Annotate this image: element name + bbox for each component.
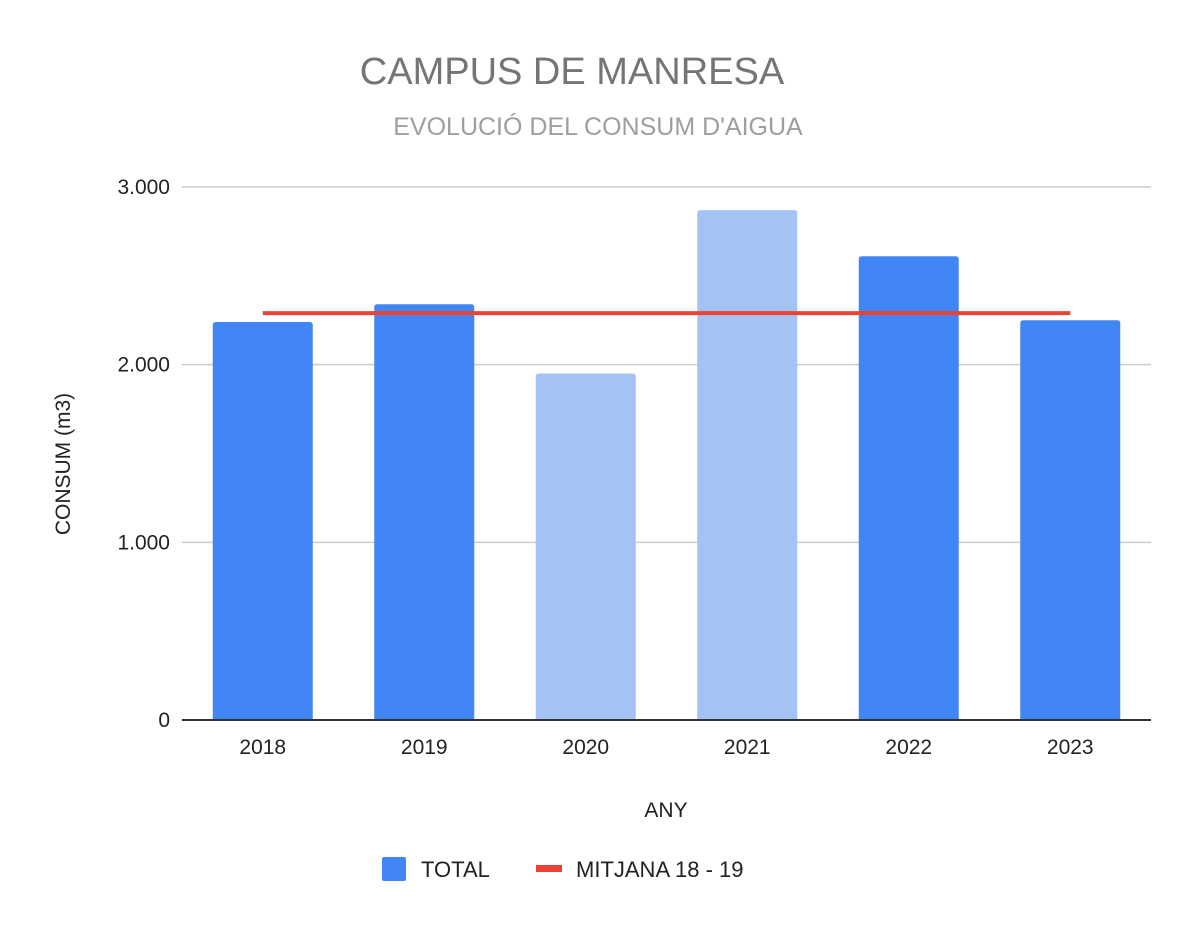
bar-2023 [1020, 320, 1121, 720]
y-axis-label: CONSUM (m3) [52, 393, 75, 535]
legend-mitjana-swatch [536, 865, 562, 872]
bar-2022 [858, 256, 959, 720]
x-tick-label: 2019 [401, 736, 448, 759]
y-tick-label: 0 [158, 709, 170, 732]
chart-title: CAMPUS DE MANRESA [360, 51, 785, 93]
bar-2020 [535, 373, 636, 720]
bar-2021 [697, 210, 798, 720]
bar-layer [212, 210, 1121, 720]
chart-subtitle: EVOLUCIÓ DEL CONSUM D'AIGUA [393, 112, 803, 141]
x-tick-label: 2020 [562, 736, 609, 759]
legend-mitjana-label: MITJANA 18 - 19 [576, 857, 744, 882]
x-tick-label: 2023 [1047, 736, 1094, 759]
x-tick-label: 2018 [239, 736, 286, 759]
x-axis-label: ANY [644, 799, 687, 822]
y-tick-label: 2.000 [117, 354, 170, 377]
y-tick-label: 3.000 [117, 176, 170, 199]
bar-2018 [212, 322, 313, 720]
axis-layer: 0 1.000 2.000 3.000 2018 2019 2020 2021 2022 2023 [117, 176, 1151, 759]
grid-layer [182, 186, 1151, 544]
x-tick-label: 2022 [885, 736, 932, 759]
legend: TOTAL MITJANA 18 - 19 [382, 857, 744, 882]
bar-2019 [374, 304, 475, 720]
legend-total-label: TOTAL [421, 857, 490, 882]
x-tick-label: 2021 [724, 736, 771, 759]
legend-total-swatch [382, 857, 406, 881]
y-tick-label: 1.000 [117, 531, 170, 554]
